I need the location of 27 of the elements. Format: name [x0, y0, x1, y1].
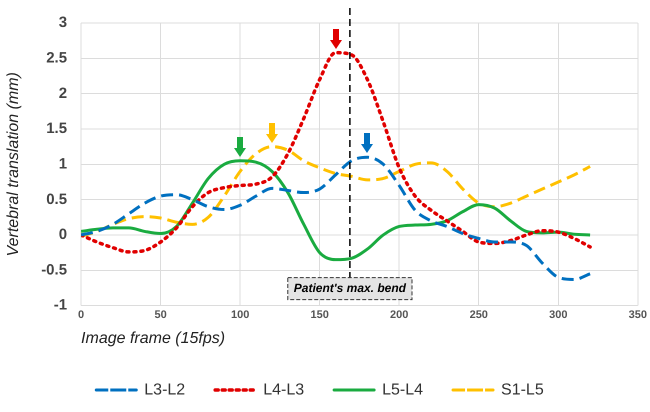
y-tick-label: 0 [58, 226, 68, 244]
x-tick-label: 350 [628, 309, 648, 322]
x-tick-label: 100 [230, 309, 250, 322]
line-series [81, 156, 592, 281]
x-tick-label: 250 [470, 309, 488, 322]
y-tick-label: 1.5 [46, 120, 68, 138]
y-tick-label: 2 [58, 84, 68, 102]
line-series [81, 50, 592, 254]
y-axis-title: Vertebral translation (mm) [5, 72, 22, 256]
x-tick-label: 300 [549, 309, 568, 322]
legend-label: L3-L2 [144, 381, 186, 398]
x-tick-label: 50 [154, 309, 167, 322]
y-tick-label: 1 [58, 155, 68, 172]
x-axis-title: Image frame (15fps) [81, 330, 226, 347]
y-tick-label: -1 [54, 296, 68, 314]
y-tick-label: 3 [58, 14, 68, 32]
ref-line-label: Patient's max. bend [294, 280, 407, 295]
x-tick-label: 0 [78, 309, 84, 322]
legend-label: L5-L4 [382, 381, 424, 398]
x-tick-label: 150 [310, 309, 329, 322]
y-tick-label: 0.5 [46, 190, 68, 208]
legend-label: L4-L3 [263, 381, 304, 398]
line-series [81, 145, 592, 238]
y-tick-label: -0.5 [41, 261, 68, 278]
y-tick-label: 2.5 [46, 49, 68, 66]
legend-label: S1-L5 [501, 381, 544, 398]
x-tick-label: 200 [390, 309, 408, 322]
